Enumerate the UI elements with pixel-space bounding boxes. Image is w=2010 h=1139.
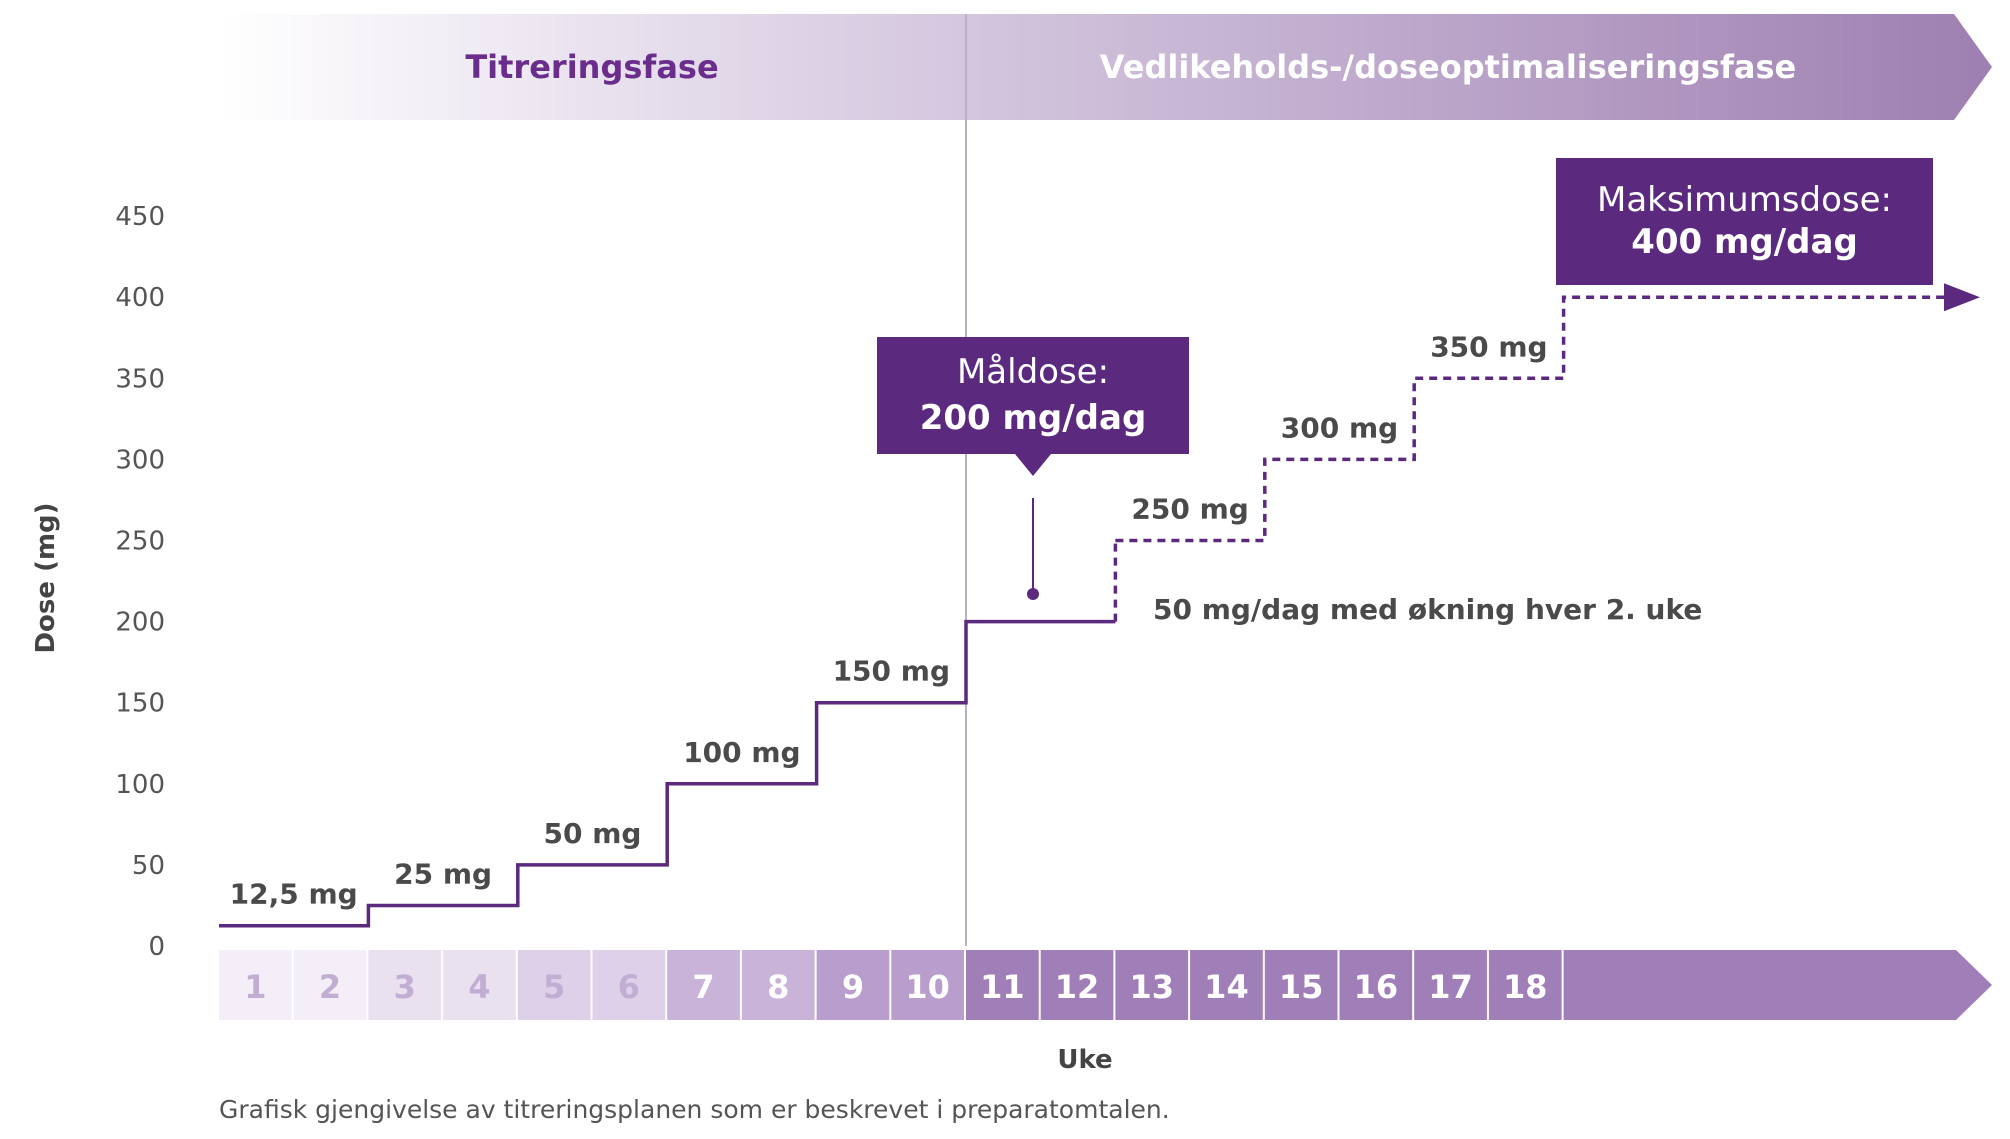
week-cell (891, 950, 964, 1020)
y-tick-label: 0 (148, 932, 165, 962)
phase-title-maintenance: Vedlikeholds-/doseoptimaliseringsfase (1100, 48, 1797, 86)
phase-banner (219, 14, 1992, 120)
week-tick-label: 7 (692, 968, 714, 1006)
week-tick-label: 8 (767, 968, 789, 1006)
step-label: 250 mg (1131, 493, 1248, 526)
week-axis: 1 2 3 4 5 6 7 8 9 10 11 12 13 14 15 16 17 18 (219, 950, 1992, 1020)
week-tick-label: 15 (1279, 968, 1324, 1006)
dose-step-line (219, 619, 1116, 928)
dose-series (219, 283, 1980, 928)
phase-title-titration: Titreringsfase (465, 48, 718, 86)
y-tick-label: 400 (115, 283, 165, 313)
y-axis-ticks: 0 50 100 150 200 250 300 350 400 450 (115, 202, 165, 962)
week-tick-label: 16 (1354, 968, 1399, 1006)
target-dose-title: Måldose: (957, 352, 1109, 392)
week-cell (1264, 950, 1338, 1020)
week-tick-label: 1 (244, 968, 266, 1006)
max-dose-value: 400 mg/dag (1631, 222, 1858, 262)
x-axis-title: Uke (1057, 1045, 1112, 1075)
y-tick-label: 300 (115, 445, 165, 475)
caption: Grafisk gjengivelse av titreringsplanen … (219, 1095, 1170, 1124)
dose-step-line-dashed (1115, 295, 1950, 543)
week-cell (443, 950, 516, 1020)
y-tick-label: 100 (115, 770, 165, 800)
step-label: 25 mg (394, 857, 492, 890)
week-cell (667, 950, 740, 1020)
week-tick-label: 9 (842, 968, 864, 1006)
week-cell (1040, 950, 1114, 1020)
increase-note: 50 mg/dag med økning hver 2. uke (1153, 593, 1702, 626)
phase-banner-arrow (219, 14, 1992, 120)
y-tick-label: 450 (115, 202, 165, 232)
week-tick-label: 13 (1129, 968, 1174, 1006)
dose-arrow-head (1944, 283, 1980, 312)
max-dose-box (1556, 158, 1933, 285)
week-cell (517, 950, 591, 1020)
week-cell (592, 950, 666, 1020)
y-tick-label: 200 (115, 608, 165, 638)
week-tick-label: 14 (1204, 968, 1249, 1006)
step-label: 350 mg (1430, 330, 1547, 363)
y-tick-label: 350 (115, 364, 165, 394)
week-cell (1115, 950, 1189, 1020)
dose-labels: 12,5 mg 25 mg 50 mg 100 mg 150 mg 250 mg 300 m… (230, 330, 1548, 910)
step-label: 12,5 mg (230, 878, 358, 911)
target-dose-dot (1027, 588, 1039, 600)
callouts: Måldose: 200 mg/dag Maksimumsdose:400 mg/d… (877, 158, 1933, 600)
y-tick-label: 250 (115, 527, 165, 557)
week-tick-label: 2 (319, 968, 341, 1006)
week-tick-label: 6 (618, 968, 640, 1006)
week-cell (368, 950, 442, 1020)
max-dose-title: Maksimumsdose: (1597, 180, 1892, 220)
week-tick-label: 12 (1055, 968, 1100, 1006)
week-cell (293, 950, 367, 1020)
week-tick-label: 3 (394, 968, 416, 1006)
week-cell (1339, 950, 1413, 1020)
week-tick-label: 10 (905, 968, 950, 1006)
week-tick-label: 4 (468, 968, 490, 1006)
y-axis-title: Dose (mg) (31, 502, 61, 653)
target-dose-box (877, 337, 1189, 454)
target-dose-pointer (1015, 454, 1051, 476)
week-cell (1190, 950, 1263, 1020)
week-cell (741, 950, 815, 1020)
week-tick-label: 18 (1503, 968, 1548, 1006)
step-label: 100 mg (683, 736, 800, 769)
week-axis-arrow (1563, 950, 1992, 1020)
week-cell (966, 950, 1039, 1020)
week-cell (1414, 950, 1487, 1020)
step-label: 300 mg (1281, 411, 1398, 444)
week-cell (219, 950, 292, 1020)
step-label: 150 mg (833, 655, 950, 688)
y-tick-label: 50 (132, 851, 165, 881)
week-cell (816, 950, 890, 1020)
week-cell (1488, 950, 1562, 1020)
week-tick-label: 17 (1428, 968, 1473, 1006)
step-label: 50 mg (544, 817, 642, 850)
week-tick-label: 11 (980, 968, 1025, 1006)
target-dose-value: 200 mg/dag (920, 398, 1147, 438)
y-tick-label: 150 (115, 689, 165, 719)
week-tick-label: 5 (543, 968, 565, 1006)
